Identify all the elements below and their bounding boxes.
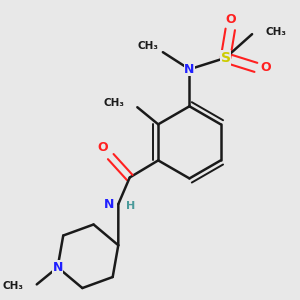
Text: CH₃: CH₃ [103, 98, 124, 108]
Text: O: O [260, 61, 271, 74]
Text: CH₃: CH₃ [2, 281, 23, 291]
Text: N: N [104, 198, 115, 211]
Text: O: O [225, 14, 236, 26]
Text: O: O [98, 141, 109, 154]
Text: CH₃: CH₃ [266, 27, 286, 37]
Text: H: H [126, 201, 135, 211]
Text: S: S [220, 51, 230, 65]
Text: N: N [52, 261, 63, 274]
Text: CH₃: CH₃ [137, 41, 158, 52]
Text: N: N [184, 63, 195, 76]
